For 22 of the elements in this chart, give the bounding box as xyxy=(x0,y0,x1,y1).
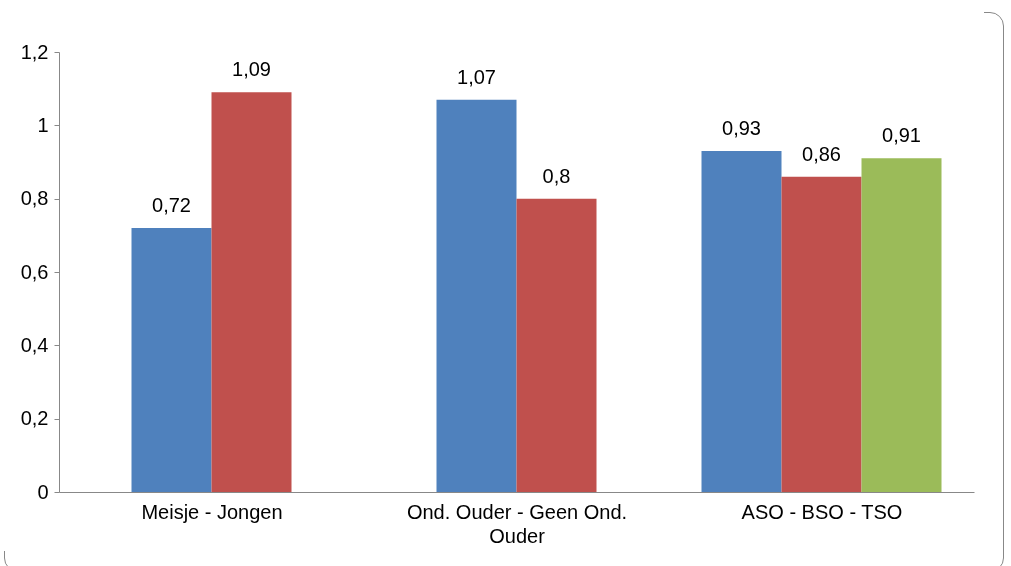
y-tick-label: 0,6 xyxy=(20,260,49,283)
x-tick-label: Ond. Ouder - Geen Ond. Ouder xyxy=(406,500,628,547)
bar xyxy=(701,151,782,492)
x-tick-label: Meisje - Jongen xyxy=(141,500,283,523)
y-tick-label: 1 xyxy=(37,113,49,136)
y-tick-label: 1,2 xyxy=(20,40,49,63)
bar xyxy=(861,158,942,492)
data-label: 0,93 xyxy=(722,117,761,139)
data-label: 1,09 xyxy=(232,58,271,81)
data-label: 0,86 xyxy=(802,142,841,165)
y-tick-label: 0,4 xyxy=(20,333,49,356)
bar xyxy=(781,176,862,492)
x-tick-label: ASO - BSO - TSO xyxy=(741,500,903,523)
data-label: 1,07 xyxy=(457,65,496,88)
y-tick-label: 0,2 xyxy=(20,407,49,430)
data-label: 0,8 xyxy=(542,164,571,187)
y-tick-label: 0,8 xyxy=(20,187,49,210)
bar xyxy=(131,228,212,492)
bar xyxy=(211,92,292,492)
y-tick-label: 0 xyxy=(37,480,49,503)
data-label: 0,91 xyxy=(882,124,921,147)
data-label: 0,72 xyxy=(152,194,191,216)
